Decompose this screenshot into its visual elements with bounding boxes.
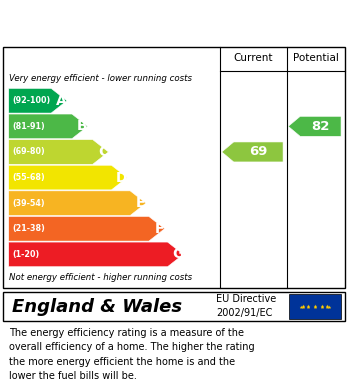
- Polygon shape: [9, 165, 127, 190]
- Text: Potential: Potential: [293, 54, 339, 63]
- Text: 82: 82: [311, 120, 330, 133]
- Text: (69-80): (69-80): [12, 147, 45, 156]
- Bar: [3, 292, 345, 321]
- Bar: [289, 294, 341, 319]
- Text: E: E: [136, 196, 145, 210]
- Polygon shape: [9, 114, 88, 139]
- Text: Energy Efficiency Rating: Energy Efficiency Rating: [9, 14, 238, 32]
- Text: Current: Current: [234, 54, 273, 63]
- Polygon shape: [9, 242, 183, 267]
- Text: The energy efficiency rating is a measure of the
overall efficiency of a home. T: The energy efficiency rating is a measur…: [9, 328, 254, 381]
- Text: England & Wales: England & Wales: [12, 298, 182, 316]
- Text: 69: 69: [249, 145, 268, 158]
- Text: B: B: [77, 119, 87, 133]
- Text: (21-38): (21-38): [12, 224, 45, 233]
- Text: G: G: [172, 248, 183, 261]
- Polygon shape: [9, 140, 109, 164]
- Text: EU Directive
2002/91/EC: EU Directive 2002/91/EC: [216, 294, 276, 317]
- Text: Not energy efficient - higher running costs: Not energy efficient - higher running co…: [9, 273, 192, 282]
- Text: (92-100): (92-100): [12, 96, 50, 105]
- Text: D: D: [116, 170, 127, 185]
- Text: F: F: [155, 222, 164, 236]
- Polygon shape: [9, 191, 146, 215]
- Polygon shape: [288, 117, 341, 136]
- Text: Very energy efficient - lower running costs: Very energy efficient - lower running co…: [9, 74, 192, 83]
- Polygon shape: [9, 217, 165, 241]
- Text: C: C: [98, 145, 108, 159]
- Text: (1-20): (1-20): [12, 250, 39, 259]
- Text: (55-68): (55-68): [12, 173, 45, 182]
- Text: A: A: [56, 94, 67, 108]
- Polygon shape: [9, 88, 67, 113]
- Text: (39-54): (39-54): [12, 199, 45, 208]
- Polygon shape: [222, 142, 283, 162]
- Text: (81-91): (81-91): [12, 122, 45, 131]
